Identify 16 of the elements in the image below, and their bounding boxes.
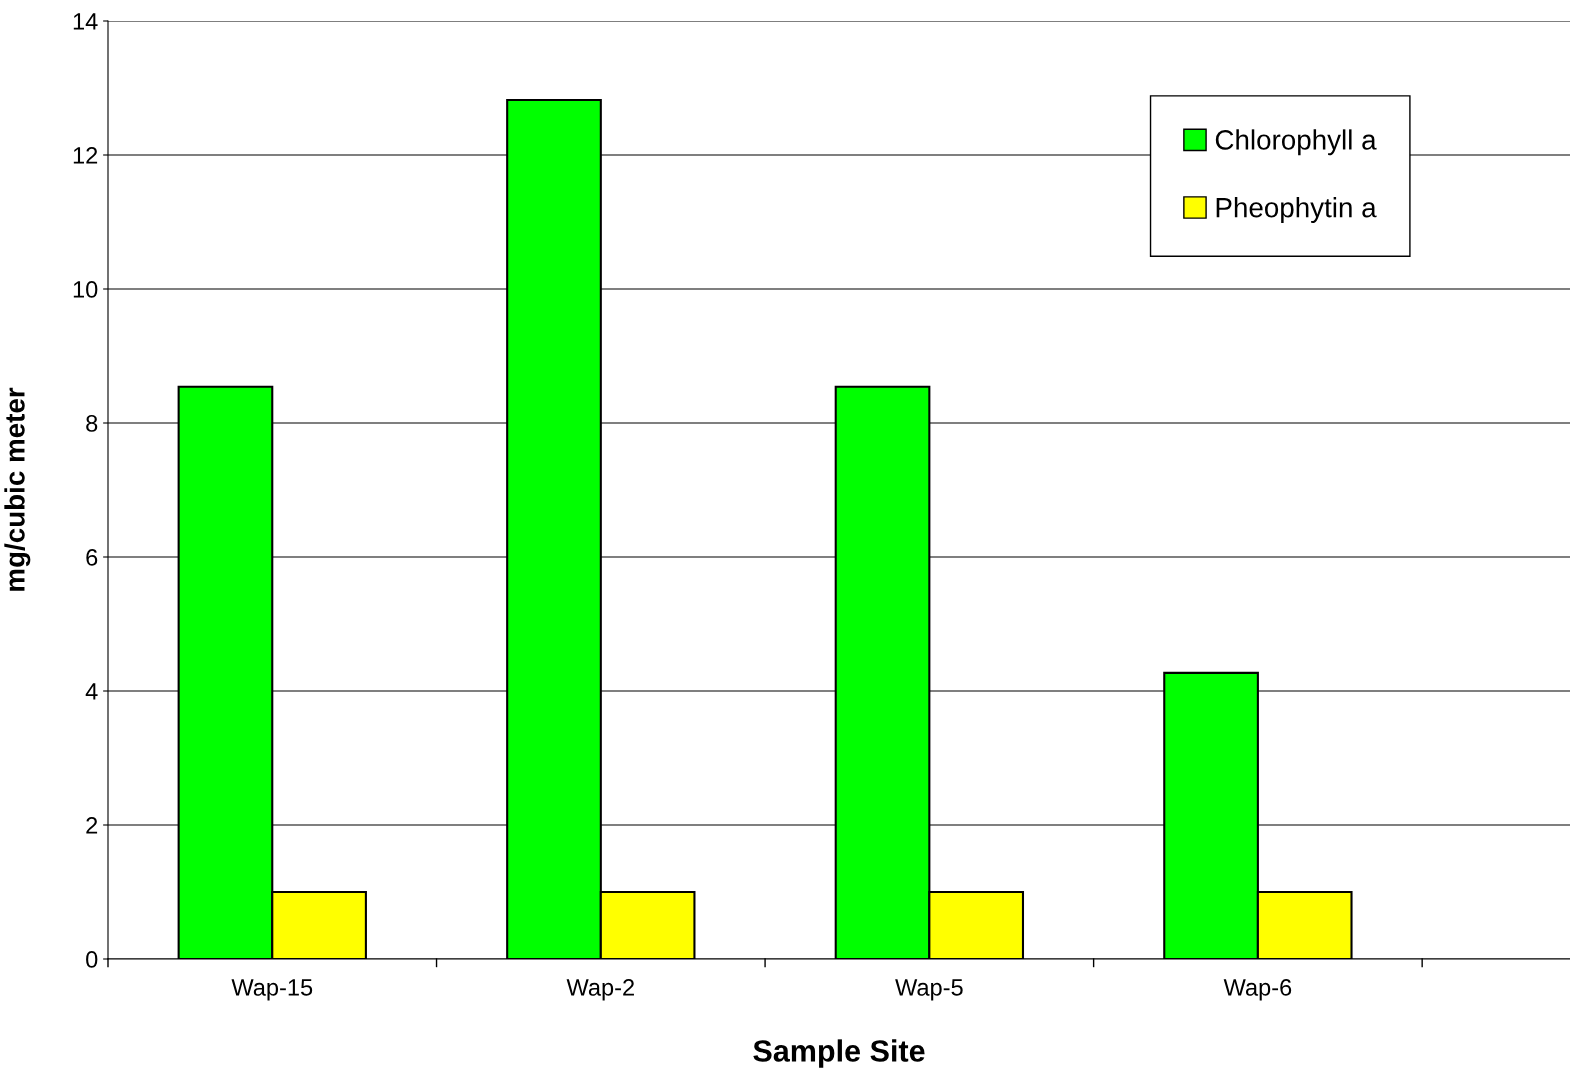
x-axis-title: Sample Site [753,1039,925,1068]
legend-label: Pheophytin a [1216,197,1377,223]
y-axis-title: mg/cubic meter [4,387,31,591]
y-tick-label: 2 [86,817,98,834]
y-tick-label: 12 [73,147,98,164]
legend-label: Chlorophyll a [1215,129,1377,156]
x-tick-label: Wap-2 [566,979,634,1001]
y-tick-label: 14 [73,13,98,30]
x-tick-label: Wap-6 [1223,979,1292,1001]
x-tick-label: Wap-5 [895,979,963,1001]
y-tick-label: 0 [86,951,98,968]
y-tick-label: 10 [73,281,98,298]
y-tick-label: 6 [86,549,98,566]
y-tick-label: 8 [86,415,98,432]
y-tick-label: 4 [85,683,98,700]
x-tick-label: Wap-15 [231,979,313,1001]
